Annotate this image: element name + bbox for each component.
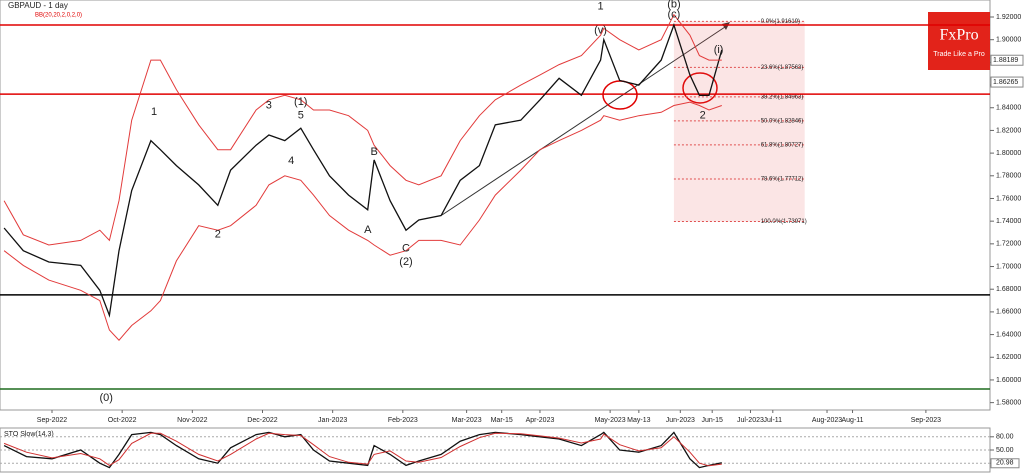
- wave-label: 2: [700, 110, 706, 122]
- x-tick-label: May-2023: [595, 417, 626, 424]
- current-label: 20.98: [996, 460, 1014, 467]
- wave-label: 2: [215, 229, 221, 241]
- wave-label: (b): [667, 0, 680, 10]
- indicator-label: BB(20,20,2,0,2,0): [35, 13, 82, 19]
- series-line: [3, 432, 722, 467]
- y-tick-label: 1.62000: [996, 354, 1021, 361]
- y-tick-label: 1.70000: [996, 263, 1021, 270]
- wave-label: A: [364, 224, 372, 236]
- y-tick-label: 1.66000: [996, 309, 1021, 316]
- x-tick-label: Oct-2022: [108, 417, 137, 424]
- y-tick-label: 1.92000: [996, 14, 1021, 21]
- highlight-circle: [682, 72, 718, 104]
- series-line: [3, 431, 722, 469]
- fib-zone: [673, 21, 805, 222]
- logo: FxPro: [939, 27, 978, 44]
- x-tick-label: Aug-11: [842, 417, 864, 424]
- y-tick-label: 1.84000: [996, 105, 1021, 112]
- wave-label: B: [370, 146, 377, 158]
- y-tick-label: 1.72000: [996, 241, 1021, 248]
- x-tick-label: Nov-2022: [177, 417, 207, 424]
- price-tag: [990, 54, 1024, 66]
- x-tick-label: Feb-2023: [388, 417, 418, 424]
- arrow-head: [722, 22, 730, 30]
- wave-label: 3: [266, 99, 272, 111]
- x-tick-label: May-13: [627, 417, 650, 424]
- y-tick-label: 1.80000: [996, 150, 1021, 157]
- y-tick-label: 1.78000: [996, 173, 1021, 180]
- series-line: [3, 22, 723, 318]
- x-tick-label: Jan-2023: [318, 417, 347, 424]
- x-tick-label: Jun-2023: [666, 417, 695, 424]
- x-tick-label: Aug-2023: [812, 417, 842, 424]
- x-tick-label: Jun-15: [701, 417, 723, 424]
- fib-label: 38.2%(1.84963): [761, 94, 804, 100]
- wave-label: 1: [151, 106, 157, 118]
- y-tick-label: 1.64000: [996, 331, 1021, 338]
- x-tick-label: Jul-2023: [737, 417, 764, 424]
- y-tick-label: 1.90000: [996, 37, 1021, 44]
- y-tick-label: 1.68000: [996, 286, 1021, 293]
- wave-label: (c): [668, 9, 681, 21]
- price-tag-label: 1.86265: [993, 79, 1018, 86]
- wave-label: (0): [99, 392, 112, 404]
- fib-label: 100.0%(1.73971): [761, 219, 807, 225]
- sto-title: STO Slow(14,3): [4, 431, 54, 438]
- wave-label: 5: [298, 110, 304, 122]
- fib-label: 50.0%(1.82846): [761, 118, 804, 124]
- fib-label: 61.8%(1.80727): [761, 142, 804, 148]
- x-tick-label: Mar-15: [491, 417, 513, 424]
- x-tick-label: Sep-2022: [37, 417, 67, 424]
- fib-label: 78.6%(1.77712): [761, 177, 804, 183]
- wave-label: 4: [288, 155, 294, 167]
- x-tick-label: Jul-11: [764, 417, 783, 424]
- series-line: [3, 101, 722, 341]
- wave-label: (i): [714, 44, 724, 56]
- slogan: Trade Like a Pro: [933, 51, 985, 58]
- y-tick-label: 50.00: [996, 447, 1014, 454]
- wave-label: (2): [399, 256, 412, 268]
- x-tick-label: Mar-2023: [452, 417, 482, 424]
- y-tick-label: 1.82000: [996, 127, 1021, 134]
- y-tick-label: 80.00: [996, 434, 1014, 441]
- wave-label: 1: [598, 1, 604, 13]
- chart-title: GBPAUD - 1 day: [8, 1, 68, 10]
- current-tag: [990, 458, 1020, 469]
- wave-label: (v): [594, 25, 607, 37]
- wave-label: C: [402, 242, 410, 254]
- trend-line: [441, 26, 726, 216]
- y-tick-label: 1.58000: [996, 399, 1021, 406]
- x-tick-label: Sep-2023: [911, 417, 941, 424]
- y-tick-label: 1.60000: [996, 377, 1021, 384]
- y-tick-label: 1.76000: [996, 195, 1021, 202]
- price-tag-label: 1.88189: [993, 57, 1018, 64]
- fib-label: 23.6%(1.87563): [761, 65, 804, 71]
- wave-label: (1): [294, 96, 307, 108]
- fib-label: 0.0%(1.91619): [761, 19, 800, 25]
- x-tick-label: Dec-2022: [247, 417, 277, 424]
- x-tick-label: Apr-2023: [526, 417, 555, 424]
- y-tick-label: 1.74000: [996, 218, 1021, 225]
- series-line: [3, 13, 722, 246]
- price-frame: [0, 0, 991, 411]
- logo-box: [928, 12, 990, 70]
- price-tag: [990, 76, 1024, 88]
